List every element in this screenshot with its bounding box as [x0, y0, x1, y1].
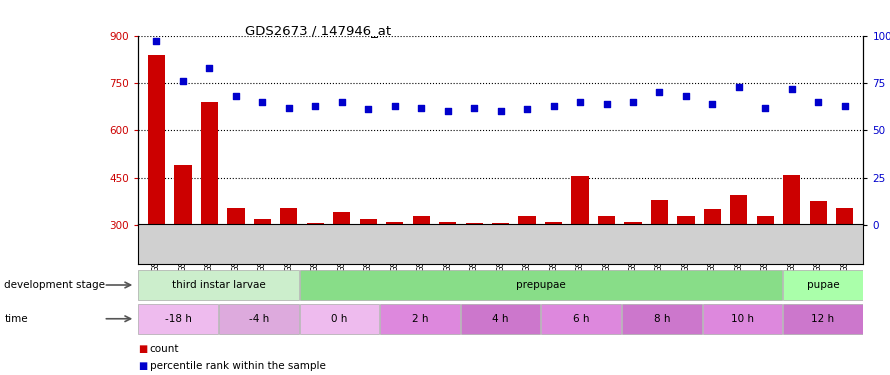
Bar — [598, 216, 615, 225]
Text: ■: ■ — [138, 344, 147, 354]
Bar — [783, 304, 862, 334]
Bar — [300, 270, 782, 300]
Bar — [148, 55, 165, 225]
Bar — [333, 212, 351, 225]
Bar — [622, 304, 701, 334]
Point — [573, 99, 587, 105]
Point — [599, 101, 613, 107]
Bar — [227, 208, 245, 225]
Point — [467, 105, 481, 111]
Point — [546, 103, 561, 109]
Text: -18 h: -18 h — [165, 314, 191, 324]
Point — [758, 105, 773, 111]
Bar — [201, 102, 218, 225]
Point — [176, 78, 190, 84]
Text: time: time — [4, 314, 28, 324]
Point — [361, 106, 376, 112]
Point — [520, 106, 534, 112]
Point — [308, 103, 322, 109]
Text: percentile rank within the sample: percentile rank within the sample — [150, 361, 326, 370]
Text: 12 h: 12 h — [812, 314, 835, 324]
Text: GDS2673 / 147946_at: GDS2673 / 147946_at — [245, 24, 391, 38]
Bar — [300, 304, 379, 334]
Bar — [571, 176, 588, 225]
Bar — [519, 216, 536, 225]
Bar — [677, 216, 694, 225]
Bar — [174, 165, 191, 225]
Point — [388, 103, 402, 109]
Bar — [139, 304, 218, 334]
Text: 2 h: 2 h — [412, 314, 428, 324]
Bar — [545, 222, 562, 225]
Text: 0 h: 0 h — [331, 314, 348, 324]
Text: 6 h: 6 h — [573, 314, 589, 324]
Point — [837, 103, 852, 109]
Text: pupae: pupae — [806, 280, 839, 290]
Point — [785, 86, 799, 92]
Point — [493, 108, 507, 114]
Bar — [386, 222, 403, 225]
Bar — [783, 270, 862, 300]
Bar — [280, 208, 297, 225]
Text: third instar larvae: third instar larvae — [172, 280, 265, 290]
Text: development stage: development stage — [4, 280, 105, 290]
Bar — [380, 304, 460, 334]
Point — [626, 99, 640, 105]
Point — [229, 93, 243, 99]
Point — [202, 65, 216, 71]
Point — [732, 84, 746, 90]
Point — [652, 90, 667, 96]
Bar — [139, 270, 299, 300]
Bar — [625, 222, 642, 225]
Bar — [492, 223, 509, 225]
Bar — [837, 208, 854, 225]
Point — [414, 105, 428, 111]
Point — [679, 93, 693, 99]
Bar — [307, 224, 324, 225]
Text: 4 h: 4 h — [492, 314, 509, 324]
Bar — [465, 223, 482, 225]
Point — [335, 99, 349, 105]
Bar — [810, 201, 827, 225]
Point — [441, 108, 455, 114]
Text: 10 h: 10 h — [731, 314, 754, 324]
Bar — [702, 304, 782, 334]
Bar — [651, 200, 668, 225]
Text: prepupae: prepupae — [516, 280, 566, 290]
Point — [255, 99, 270, 105]
Text: 8 h: 8 h — [653, 314, 670, 324]
Bar — [413, 216, 430, 225]
Bar — [731, 195, 748, 225]
Bar — [439, 222, 457, 225]
Text: count: count — [150, 344, 179, 354]
Bar — [541, 304, 621, 334]
Text: ■: ■ — [138, 361, 147, 370]
Point — [282, 105, 296, 111]
Text: -4 h: -4 h — [248, 314, 269, 324]
Bar — [783, 174, 800, 225]
Point — [811, 99, 825, 105]
Bar — [254, 219, 271, 225]
Bar — [360, 219, 376, 225]
Point — [150, 38, 164, 44]
Bar — [219, 304, 299, 334]
Bar — [756, 216, 774, 225]
Point — [705, 101, 719, 107]
Bar — [461, 304, 540, 334]
Bar — [704, 209, 721, 225]
